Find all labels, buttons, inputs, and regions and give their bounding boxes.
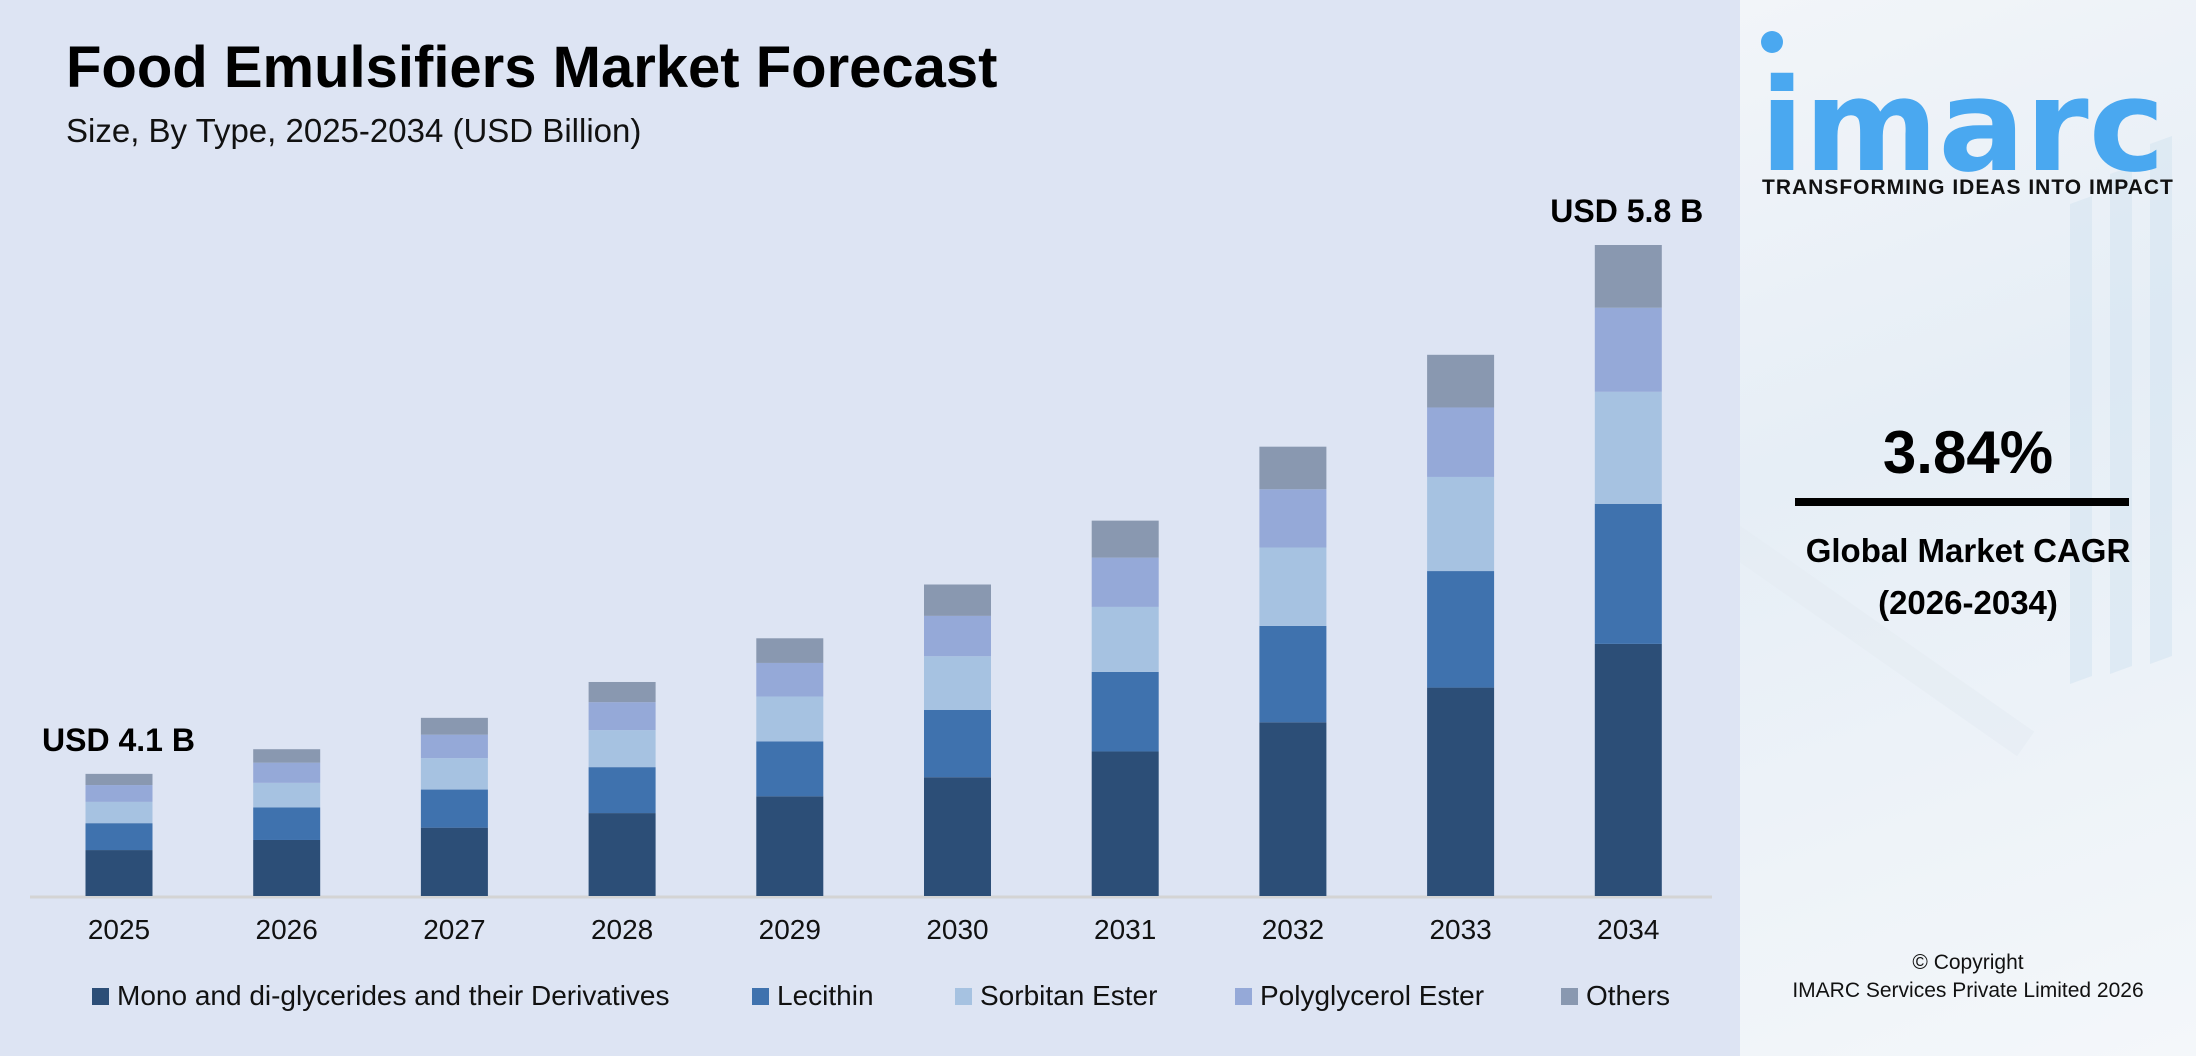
bar-segment: [85, 801, 153, 824]
bar-segment: [420, 827, 488, 896]
legend-swatch: [752, 987, 769, 1005]
bar-segment: [85, 785, 153, 802]
bar-segment: [588, 730, 656, 768]
legend-label: Lecithin: [777, 980, 874, 1011]
bar-segment: [1091, 557, 1159, 607]
bar-segment: [588, 681, 656, 703]
bar-segment: [85, 850, 153, 896]
total-value-label: USD 4.1 B: [42, 721, 195, 758]
x-tick-label: 2032: [1261, 914, 1325, 945]
bar-segment: [1259, 625, 1327, 723]
bar-segment: [588, 813, 656, 896]
logo-tagline: TRANSFORMING IDEAS INTO IMPACT: [1762, 176, 2174, 199]
legend-swatch: [92, 987, 109, 1005]
bar-segment: [1427, 571, 1495, 688]
bar-segment: [1427, 407, 1495, 477]
bar-segment: [253, 762, 321, 783]
bar-segment: [1594, 307, 1662, 392]
bar-segment: [1091, 751, 1159, 896]
legend: Mono and di-glycerides and their Derivat…: [0, 980, 1740, 1020]
bar-segment: [1594, 245, 1662, 308]
legend-item: Polyglycerol Ester: [1235, 980, 1484, 1012]
cagr-value: 3.84%: [1882, 419, 2054, 486]
bar-segment: [420, 717, 488, 735]
chart-panel: Food Emulsifiers Market Forecast Size, B…: [0, 0, 1740, 1056]
x-tick-label: 2025: [87, 914, 151, 945]
bar-segment: [924, 710, 991, 778]
x-tick-label: 2029: [758, 914, 821, 945]
bar-segment: [756, 796, 824, 896]
bar-segment: [756, 662, 824, 697]
bar-segment: [1259, 446, 1327, 490]
bar-segment: [1594, 643, 1662, 896]
cagr-label: Global Market CAGR: [1805, 532, 2131, 569]
bar-segment: [1594, 503, 1662, 644]
bar-segment: [1091, 671, 1159, 752]
legend-swatch: [955, 987, 972, 1005]
bar-segment: [1427, 687, 1495, 896]
bar-segment: [85, 773, 153, 786]
x-tick-label: 2026: [255, 914, 318, 945]
cagr-period: (2026-2034): [1878, 584, 2058, 621]
bar-segment: [420, 758, 488, 790]
legend-label: Others: [1586, 980, 1671, 1011]
x-tick-label: 2030: [926, 914, 989, 945]
bar-segment: [1259, 722, 1327, 896]
bar-segment: [1259, 547, 1327, 626]
bar-segment: [756, 638, 824, 663]
legend-label: Mono and di-glycerides and their Derivat…: [117, 980, 670, 1011]
total-value-label: USD 5.8 B: [1550, 193, 1704, 229]
imarc-logo: imarc: [1760, 31, 2165, 178]
bar-segment: [253, 749, 321, 763]
bar-segment: [1594, 391, 1662, 504]
x-tick-label: 2028: [590, 914, 654, 945]
bar-segment: [420, 789, 488, 828]
bar-segment: [588, 767, 656, 814]
bar-segment: [420, 734, 488, 759]
legend-label: Polyglycerol Ester: [1260, 980, 1485, 1011]
legend-item: Mono and di-glycerides and their Derivat…: [92, 980, 670, 1012]
legend-item: Lecithin: [752, 980, 874, 1012]
legend-item: Others: [1561, 980, 1670, 1012]
plot-area: [30, 245, 1712, 899]
bar-segment: [756, 696, 824, 742]
svg-text:imarc: imarc: [1760, 52, 2165, 178]
legend-swatch: [1235, 987, 1252, 1005]
x-tick-label: 2027: [423, 914, 486, 945]
bar-segment: [924, 584, 991, 616]
bar-segment: [253, 782, 321, 808]
bar-segment: [1091, 606, 1159, 672]
divider: [1795, 498, 2129, 506]
chart-title: Food Emulsifiers Market Forecast: [66, 35, 998, 100]
side-panel: imarc TRANSFORMING IDEAS INTO IMPACT 3.8…: [1740, 0, 2196, 1056]
x-tick-label: 2034: [1597, 914, 1660, 945]
x-tick-label: 2031: [1094, 914, 1157, 945]
bar-segment: [924, 656, 991, 710]
bar-segment: [1091, 520, 1159, 558]
bar-segment: [1259, 489, 1327, 548]
bar-segment: [588, 702, 656, 731]
legend-label: Sorbitan Ester: [980, 980, 1158, 1011]
chart-subtitle: Size, By Type, 2025-2034 (USD Billion): [66, 112, 642, 149]
bar-segment: [924, 777, 991, 896]
bar-segment: [924, 615, 991, 657]
legend-item: Sorbitan Ester: [955, 980, 1157, 1012]
bar-segment: [253, 807, 321, 840]
copyright-owner: IMARC Services Private Limited 2026: [1792, 979, 2144, 1002]
bar-segment: [85, 823, 153, 851]
bar-segment: [756, 741, 824, 797]
bar-segment: [1427, 476, 1495, 572]
legend-swatch: [1561, 987, 1578, 1005]
copyright: © Copyright: [1912, 951, 2024, 974]
x-tick-label: 2033: [1429, 914, 1492, 945]
bar-segment: [253, 839, 321, 896]
bar-segment: [1427, 354, 1495, 408]
